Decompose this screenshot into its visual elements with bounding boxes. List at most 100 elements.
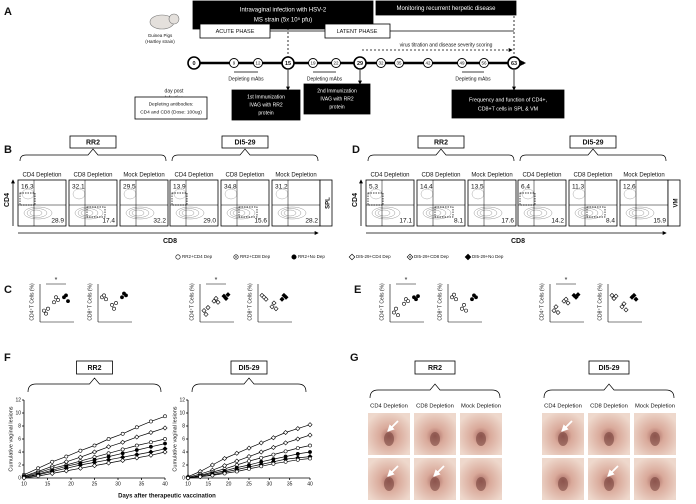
y-label: CD8⁺T Cells (%) (597, 283, 603, 321)
column-label: CD4 Depletion (544, 404, 582, 410)
series-marker (295, 452, 300, 456)
data-point (414, 297, 418, 302)
legend-label: DI5-29+No Dep (472, 254, 504, 259)
series-marker (162, 425, 168, 431)
acute-box (199, 23, 271, 39)
latent-box (324, 23, 391, 39)
lesion-arrow (561, 420, 573, 432)
data-point (392, 310, 396, 315)
data-point (54, 295, 58, 300)
gate-box (434, 206, 454, 218)
data-point (279, 296, 285, 302)
column-label: CD8 Depletion (416, 404, 454, 410)
data-point (211, 298, 217, 304)
day-number: 49 (459, 61, 465, 66)
series-marker (258, 440, 264, 446)
gate-box (367, 192, 384, 206)
plot-label: Mock Depletion (123, 173, 164, 179)
flow-plot (220, 179, 270, 227)
photo-detail (650, 477, 660, 491)
y-tick-label: 4 (18, 449, 21, 455)
data-point (102, 293, 106, 298)
series-marker (134, 448, 139, 452)
panel-letter: B (4, 144, 12, 156)
readout-box (451, 89, 565, 119)
immunization-text: 1st Immunization (247, 94, 285, 100)
immunization-box (303, 83, 371, 115)
series-marker (106, 444, 112, 450)
guinea-pig-head (168, 13, 180, 25)
data-point (573, 294, 579, 300)
data-point (394, 306, 398, 311)
x-tick-label: 40 (162, 481, 168, 487)
data-point (273, 306, 279, 312)
series-marker (148, 452, 154, 458)
x-tick-label: 10 (185, 481, 191, 487)
gate-value: 31.2 (275, 184, 288, 191)
data-point (64, 293, 68, 298)
series-marker (148, 419, 153, 424)
gate-value: 15.9 (653, 218, 666, 225)
day-number: 35 (396, 61, 402, 66)
data-point (555, 309, 561, 316)
series-marker (35, 473, 41, 479)
lesion-arrow (607, 465, 619, 477)
data-point (44, 311, 48, 316)
gate-value: 13.5 (471, 184, 484, 191)
day-marker (281, 56, 295, 70)
data-point (633, 296, 639, 302)
data-point (575, 292, 581, 298)
flow-plot (271, 179, 321, 227)
lesion-arrow (387, 420, 399, 432)
x-tick-label: 10 (21, 481, 27, 487)
group-brace (171, 148, 319, 162)
y-tick-label: 6 (18, 436, 21, 442)
photo-detail (604, 432, 614, 446)
gate-box (519, 192, 536, 206)
contour (128, 208, 150, 218)
x-tick-label: 25 (246, 481, 252, 487)
contour (226, 206, 256, 220)
lesion-arrow (387, 465, 399, 477)
day-number: 63 (511, 61, 517, 67)
contour (131, 209, 145, 217)
series-marker (63, 468, 69, 474)
series-marker (295, 446, 300, 451)
series-marker (259, 464, 264, 469)
panel-letter: G (350, 352, 359, 364)
y-label: CD4⁺T Cells (%) (379, 283, 385, 321)
tissue-box (319, 179, 333, 227)
contour (631, 209, 645, 217)
series-marker (134, 434, 140, 440)
series-marker (49, 470, 55, 476)
day-number: 32 (378, 61, 384, 66)
data-point (52, 300, 56, 305)
photo-detail (650, 432, 660, 446)
animal-label: Guinea Pigs (148, 33, 173, 38)
contour (229, 208, 251, 218)
series-marker (64, 454, 69, 459)
series-marker (91, 449, 98, 455)
contour (523, 206, 553, 220)
group-brace (519, 148, 667, 162)
contour (277, 206, 307, 220)
gate-box (19, 192, 36, 206)
y-label: CD8⁺T Cells (%) (87, 283, 93, 321)
gate-value: 5.3 (369, 184, 378, 191)
series-marker (162, 449, 168, 455)
data-point (416, 294, 420, 299)
data-point (454, 297, 458, 302)
legend-label: DI5-29+CD4 Dep (356, 254, 391, 259)
series-marker (283, 429, 289, 436)
monitoring-text: Monitoring recurrent herpetic disease (396, 6, 496, 12)
depletion-label: Depleting mAbs (307, 76, 343, 82)
data-point (551, 308, 557, 314)
gate-value: 13.9 (173, 184, 186, 191)
plot-label: CD8 Depletion (421, 173, 460, 179)
legend-marker (175, 254, 181, 260)
immunization-text: protein (329, 104, 345, 110)
plot-label: Mock Depletion (471, 173, 512, 179)
series-marker (295, 436, 301, 442)
panel-letter: A (4, 6, 12, 18)
